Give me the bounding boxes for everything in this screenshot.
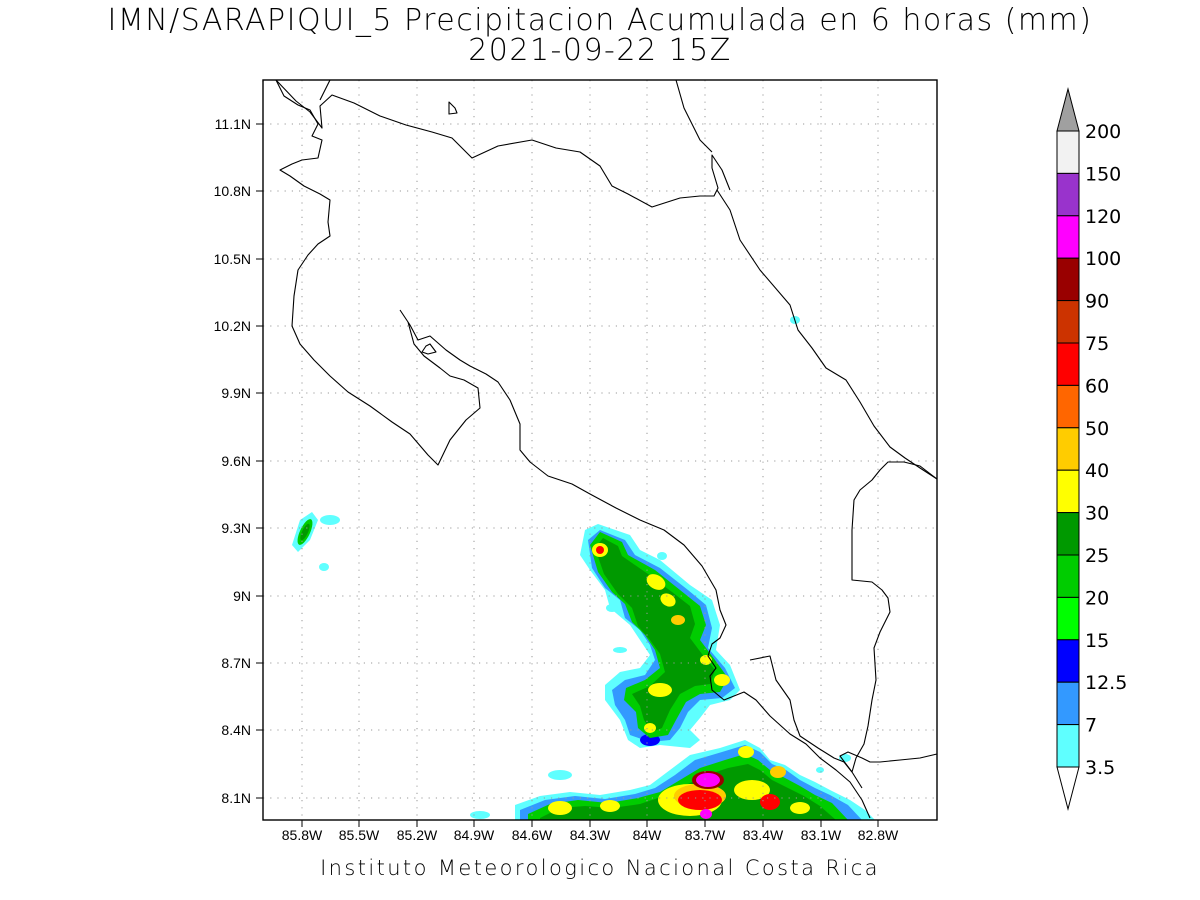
lat-tick-label: 9N [233, 588, 251, 604]
precip-cell [660, 593, 676, 607]
map-frame [262, 79, 938, 821]
precip-cell [734, 780, 770, 800]
precip-cell [644, 723, 656, 733]
precip-cell [839, 754, 851, 762]
lon-tick-label: 83.4W [743, 827, 784, 843]
colorbar-over-arrow [1056, 87, 1080, 132]
colorbar-label: 15 [1085, 630, 1109, 652]
lat-tick-label: 9.6N [221, 453, 251, 469]
precip-cell [548, 801, 572, 815]
precip-cell [596, 546, 604, 554]
gridlines [263, 80, 937, 820]
colorbar-swatch [1056, 384, 1080, 429]
lon-tick-label: 83.7W [685, 827, 726, 843]
lat-tick-label: 8.4N [221, 722, 251, 738]
caribbean-coast [675, 79, 938, 480]
precip-cell [648, 683, 672, 697]
colorbar-swatch [1056, 300, 1080, 344]
gulf-outline [421, 343, 437, 355]
lake-shore [275, 79, 731, 208]
colorbar: 3.5 7 12.5 15 20 25 30 40 50 60 75 90 100 120 150 200 [1056, 87, 1127, 811]
precip-cell [714, 674, 730, 686]
colorbar-label: 3.5 [1085, 757, 1115, 779]
latitude-axis: 11.1N 10.8N 10.5N 10.2N 9.9N 9.6N 9.3N 9N 8.7N 8.… [214, 116, 263, 806]
lon-tick-label: 84W [633, 827, 663, 843]
lon-tick-label: 84.9W [454, 827, 495, 843]
colorbar-swatch [1056, 681, 1080, 726]
colorbar-swatch [1056, 724, 1080, 768]
colorbar-swatch [1056, 215, 1080, 259]
lat-tick-label: 8.1N [221, 790, 251, 806]
colorbar-label: 40 [1085, 460, 1109, 482]
precip-cell [320, 515, 340, 525]
map-title: IMN/SARAPIQUI_5 Precipitacion Acumulada … [107, 3, 1093, 38]
colorbar-label: 7 [1085, 715, 1097, 737]
lat-tick-label: 9.3N [221, 520, 251, 536]
colorbar-label: 120 [1085, 206, 1121, 228]
precip-cell [595, 538, 715, 732]
precip-cell [790, 802, 810, 814]
lon-tick-label: 84.6W [512, 827, 553, 843]
lon-tick-label: 82.8W [858, 827, 899, 843]
colorbar-swatch [1056, 257, 1080, 302]
colorbar-swatch [1056, 554, 1080, 598]
precipitation-field [292, 316, 875, 820]
precip-cell [646, 574, 666, 590]
colorbar-swatch [1056, 512, 1080, 556]
lat-tick-label: 8.7N [221, 655, 251, 671]
colorbar-label: 150 [1085, 163, 1121, 185]
lat-tick-label: 10.2N [214, 318, 251, 334]
precip-cell [613, 647, 627, 653]
lat-tick-label: 11.1N [215, 116, 251, 132]
colorbar-label: 200 [1085, 121, 1121, 143]
lon-tick-label: 84.3W [570, 827, 611, 843]
lat-tick-label: 9.9N [221, 385, 251, 401]
panama-border [839, 461, 938, 773]
precip-cell [700, 809, 712, 819]
colorbar-label: 100 [1085, 248, 1121, 270]
island-outline [448, 101, 458, 115]
colorbar-swatch [1056, 130, 1080, 174]
precip-cell [657, 552, 667, 560]
colorbar-swatch [1056, 427, 1080, 471]
colorbar-swatch [1056, 342, 1080, 386]
precip-cell [470, 811, 490, 819]
colorbar-label: 90 [1085, 291, 1109, 313]
colorbar-swatch [1056, 639, 1080, 683]
lon-tick-label: 85.8W [282, 827, 323, 843]
precip-cell [816, 767, 824, 773]
colorbar-label: 25 [1085, 545, 1109, 567]
map-subtitle-date: 2021-09-22 15Z [468, 33, 732, 68]
lake-shore-north [319, 79, 331, 101]
precip-cell [600, 800, 620, 812]
colorbar-swatch [1056, 596, 1080, 641]
footer-credit: Instituto Meteorologico Nacional Costa R… [320, 856, 880, 880]
lat-tick-label: 10.5N [214, 251, 251, 267]
lat-tick-label: 10.8N [214, 183, 251, 199]
precip-cell [678, 790, 722, 810]
colorbar-swatch [1056, 469, 1080, 514]
longitude-axis: 85.8W 85.5W 85.2W 84.9W 84.6W 84.3W 84W 83.7W 83… [282, 820, 899, 843]
precip-cell [738, 746, 754, 758]
colorbar-label: 75 [1085, 333, 1109, 355]
lon-tick-label: 85.2W [397, 827, 438, 843]
colorbar-label: 50 [1085, 418, 1109, 440]
precip-cell [671, 615, 685, 625]
colorbar-label: 30 [1085, 503, 1109, 525]
colorbar-swatch [1056, 172, 1080, 217]
precip-cell [696, 773, 720, 787]
colorbar-label: 60 [1085, 375, 1109, 397]
precip-cell [606, 604, 618, 612]
precip-cell [319, 563, 329, 571]
lon-tick-label: 85.5W [339, 827, 380, 843]
colorbar-label: 12.5 [1085, 672, 1127, 694]
colorbar-label: 20 [1085, 587, 1109, 609]
precip-cell [548, 770, 572, 780]
lon-tick-label: 83.1W [801, 827, 842, 843]
colorbar-under-arrow [1056, 766, 1080, 811]
precip-cell [770, 766, 786, 778]
